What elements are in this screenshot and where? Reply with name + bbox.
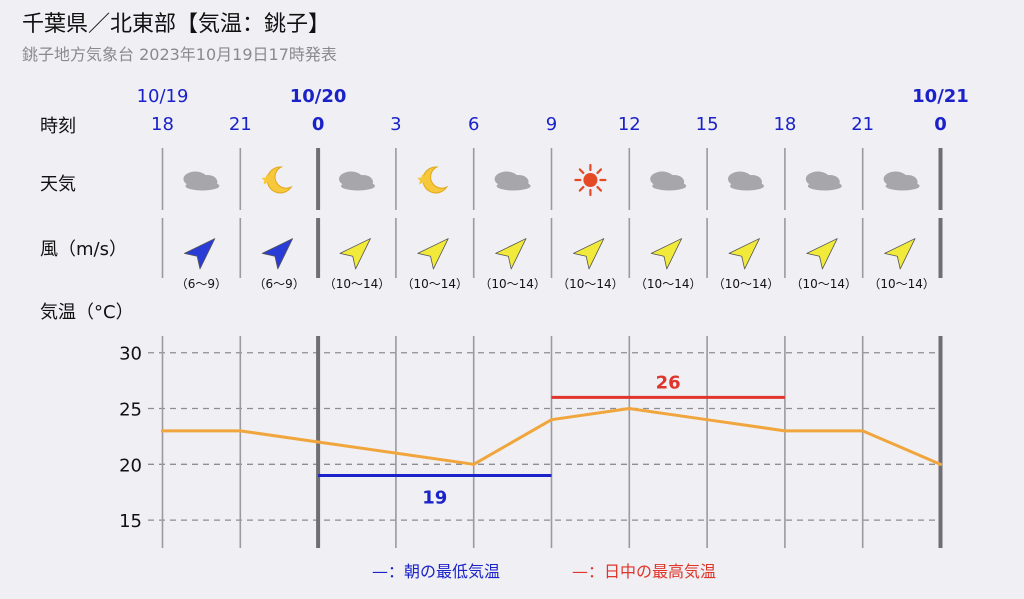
- temperature-point: [238, 429, 242, 433]
- wind-range-label: （10〜14）: [324, 277, 391, 291]
- temperature-point: [160, 429, 165, 433]
- wind-range-label: （10〜14）: [402, 277, 469, 291]
- y-tick-label: 15: [119, 511, 142, 532]
- cloudy-icon: [650, 171, 687, 191]
- hour-label: 21: [851, 114, 874, 135]
- cloudy-icon: [494, 171, 531, 191]
- wind-range-label: （10〜14）: [868, 277, 935, 291]
- moon-icon: [261, 166, 293, 194]
- page-title: 千葉県／北東部【気温：銚子】: [22, 12, 331, 37]
- hour-label: 6: [468, 114, 479, 135]
- hour-label: 3: [390, 114, 401, 135]
- temperature-point: [549, 418, 554, 422]
- temperature-point: [861, 429, 865, 433]
- temp-row-label: 気温（°C）: [40, 302, 134, 323]
- weather-row-label: 天気: [40, 174, 76, 195]
- cloudy-icon: [883, 171, 920, 191]
- cloudy-icon: [805, 171, 842, 191]
- wind-arrow-icon: [573, 238, 605, 270]
- legend-max: —：日中の最高気温: [572, 562, 717, 581]
- temperature-point: [394, 451, 398, 455]
- cloudy-icon: [339, 171, 375, 191]
- legend-min: —：朝の最低気温: [372, 562, 501, 581]
- wind-arrow-icon: [417, 238, 449, 270]
- hour-label: 12: [618, 114, 641, 135]
- hour-label: 21: [229, 114, 252, 135]
- date-label: 10/21: [912, 86, 969, 107]
- hour-label: 0: [934, 114, 947, 135]
- wind-arrow-icon: [884, 238, 916, 270]
- wind-arrow-icon: [806, 238, 838, 270]
- time-separators: [161, 148, 943, 548]
- wind-range-label: （10〜14）: [791, 277, 858, 291]
- date-label: 10/19: [137, 86, 189, 107]
- wind-range-label: （10〜14）: [635, 277, 702, 291]
- moon-icon: [416, 166, 449, 194]
- y-tick-label: 20: [119, 455, 142, 476]
- date-labels: 10/19 10/20 10/21: [137, 86, 969, 107]
- wind-range-label: （6〜9）: [176, 277, 227, 291]
- min-temp-label: 19: [422, 487, 447, 508]
- y-tick-label: 30: [119, 344, 142, 365]
- wind-arrow-icon: [184, 238, 216, 270]
- wind-row-label: 風（m/s）: [40, 239, 127, 260]
- wind-range-label: （10〜14）: [479, 277, 546, 291]
- wind-arrows: （6〜9） （6〜9） （10〜14） （10〜14） （10〜14） （10〜14） （1…: [176, 238, 935, 291]
- wind-range-label: （10〜14）: [557, 277, 624, 291]
- cloudy-icon: [728, 171, 764, 191]
- hour-label: 18: [773, 114, 796, 135]
- wind-arrow-icon: [339, 238, 371, 270]
- wind-arrow-icon: [728, 238, 760, 270]
- temperature-point: [316, 440, 320, 444]
- hour-label: 18: [151, 114, 174, 135]
- temperature-point: [783, 429, 787, 433]
- wind-arrow-icon: [261, 238, 294, 270]
- hour-label: 15: [696, 114, 719, 135]
- time-row-label: 時刻: [40, 116, 76, 137]
- temperature-point: [705, 418, 709, 422]
- y-tick-label: 25: [119, 400, 142, 421]
- cloudy-icon: [183, 171, 220, 191]
- hour-labels: 18 21 0 3 6 9 12 15 18 21 0: [151, 114, 947, 135]
- issued-info: 銚子地方気象台 2023年10月19日17時発表: [22, 45, 337, 64]
- grid: [148, 352, 941, 521]
- y-axis-ticks: 15 20 25 30: [119, 344, 142, 532]
- sunny-icon: [574, 163, 607, 197]
- temperature-point: [627, 406, 631, 411]
- temperature-point: [938, 462, 943, 466]
- hour-label: 0: [312, 114, 325, 135]
- wind-range-label: （10〜14）: [713, 277, 780, 291]
- temperature-series: [160, 406, 943, 466]
- wind-range-label: （6〜9）: [254, 277, 305, 291]
- temperature-point: [472, 462, 476, 466]
- max-temp-label: 26: [656, 372, 681, 393]
- wind-arrow-icon: [495, 238, 527, 270]
- hour-label: 9: [546, 114, 557, 135]
- date-label: 10/20: [290, 86, 347, 107]
- wind-arrow-icon: [650, 238, 683, 270]
- weather-icons: [183, 163, 920, 197]
